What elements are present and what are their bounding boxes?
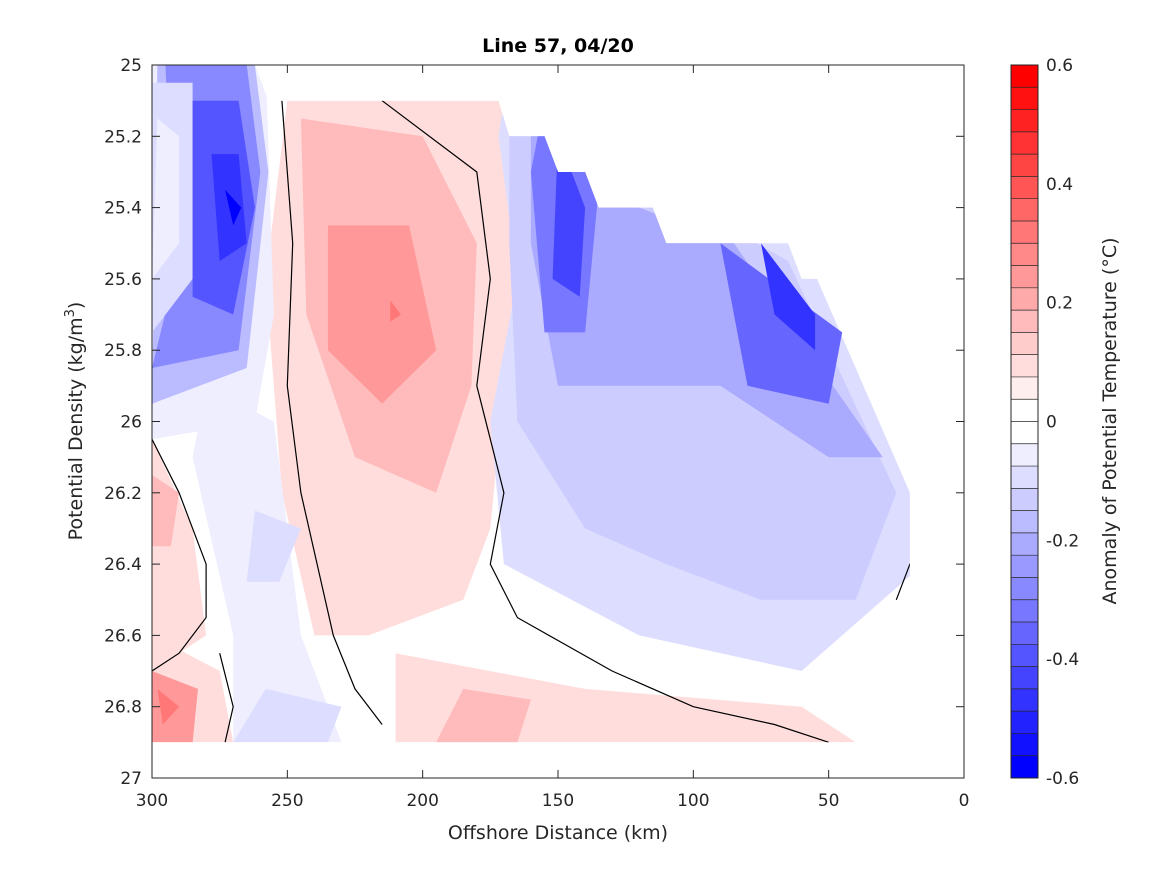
colorbar-swatch (1011, 109, 1038, 133)
colorbar-swatch (1011, 376, 1038, 400)
colorbar-swatch (1011, 131, 1038, 155)
colorbar-swatch (1011, 310, 1038, 333)
colorbar-tick-label: -0.6 (1046, 769, 1079, 789)
x-tick-label: 200 (406, 791, 438, 811)
colorbar-tick-label: 0.2 (1046, 294, 1073, 314)
colorbar-swatch (1011, 466, 1038, 489)
colorbar-swatch (1011, 555, 1038, 578)
y-tick-label: 26 (120, 413, 142, 433)
colorbar-swatch (1011, 176, 1038, 200)
colorbar-swatch (1011, 622, 1038, 645)
colorbar-swatch (1011, 421, 1038, 445)
zero-contour-line (281, 100, 383, 725)
colorbar: 0.6 0.4 0.2 0 -0.2 -0.4 -0.6 (1010, 56, 1079, 789)
contour-region (152, 118, 180, 279)
contour-region (436, 688, 531, 743)
contour-region (211, 154, 247, 262)
colorbar-tick-label: -0.2 (1046, 531, 1079, 551)
colorbar-frame (1010, 64, 1039, 779)
colorbar-swatch (1011, 332, 1038, 356)
colorbar-tick-label: 0.6 (1046, 56, 1073, 76)
y-tick-label: 25.2 (104, 127, 142, 147)
x-tick-label: 150 (542, 791, 574, 811)
colorbar-tick-label: 0 (1046, 413, 1057, 433)
contour-region (225, 189, 242, 226)
y-tick-label: 26.8 (104, 698, 142, 718)
y-tick-label: 26.4 (104, 555, 142, 575)
colorbar-swatch (1011, 488, 1038, 512)
colorbar-swatch (1011, 733, 1038, 757)
contour-region (552, 136, 586, 297)
x-tick-label: 250 (271, 791, 303, 811)
colorbar-swatch (1011, 154, 1038, 177)
colorbar-swatch (1011, 755, 1038, 779)
contour-region (761, 243, 816, 351)
colorbar-swatch (1011, 65, 1038, 88)
y-axis-label: Potential Density (kg/m3) (63, 302, 87, 541)
colorbar-swatch (1011, 198, 1038, 222)
colorbar-swatch (1011, 443, 1038, 467)
x-tick-label: 50 (818, 791, 840, 811)
y-tick-label: 25.4 (104, 199, 142, 219)
colorbar-swatch (1011, 87, 1038, 111)
colorbar-swatch (1011, 577, 1038, 601)
colorbar-label: Anomaly of Potential Temperature (°C) (1099, 238, 1121, 605)
zero-contour-line (219, 653, 234, 743)
colorbar-swatch (1011, 666, 1038, 690)
y-tick-label: 25.8 (104, 341, 142, 361)
y-axis-label-sup: 3 (63, 309, 78, 317)
y-tick-label: 27 (120, 769, 142, 789)
zero-contour-line (381, 100, 829, 743)
x-tick-label: 300 (136, 791, 168, 811)
contour-fills (152, 65, 910, 743)
colorbar-tick-label: 0.4 (1046, 175, 1073, 195)
x-axis-ticks: 300 250 200 150 100 50 0 (136, 65, 970, 811)
colorbar-swatch (1011, 688, 1038, 712)
chart-title: Line 57, 04/20 (482, 35, 634, 57)
contour-region (233, 688, 342, 743)
contour-region (246, 510, 301, 582)
colorbar-tick-label: -0.4 (1046, 650, 1079, 670)
y-axis-ticks: 25 25.2 25.4 25.6 25.8 26 26.2 26.4 26.6 26.8 27 (104, 56, 964, 789)
colorbar-swatch (1011, 220, 1038, 244)
x-axis-label: Offshore Distance (km) (448, 822, 668, 844)
zero-contour-line (152, 439, 207, 672)
y-tick-label: 25 (120, 56, 142, 76)
zero-contour-line (895, 545, 910, 601)
contour-lines (152, 100, 910, 743)
colorbar-swatch (1011, 644, 1038, 668)
y-axis-label-main: Potential Density (kg/m (65, 317, 87, 540)
colorbar-swatch (1011, 243, 1038, 267)
contour-region (390, 300, 401, 322)
x-tick-label: 0 (959, 791, 970, 811)
colorbar-swatch (1011, 354, 1038, 378)
x-tick-label: 100 (677, 791, 709, 811)
y-tick-label: 26.6 (104, 626, 142, 646)
colorbar-swatch (1011, 532, 1038, 556)
contour-region (720, 243, 843, 404)
y-tick-label: 26.2 (104, 484, 142, 504)
colorbar-swatch (1011, 265, 1038, 289)
contour-region (327, 225, 437, 404)
y-axis-label-tail: ) (65, 302, 87, 309)
colorbar-swatch (1011, 599, 1038, 623)
colorbar-swatch (1011, 399, 1038, 422)
contour-region (157, 688, 180, 725)
colorbar-swatch (1011, 510, 1038, 534)
colorbar-swatch (1011, 287, 1038, 311)
y-tick-label: 25.6 (104, 270, 142, 290)
colorbar-swatch (1011, 711, 1038, 734)
